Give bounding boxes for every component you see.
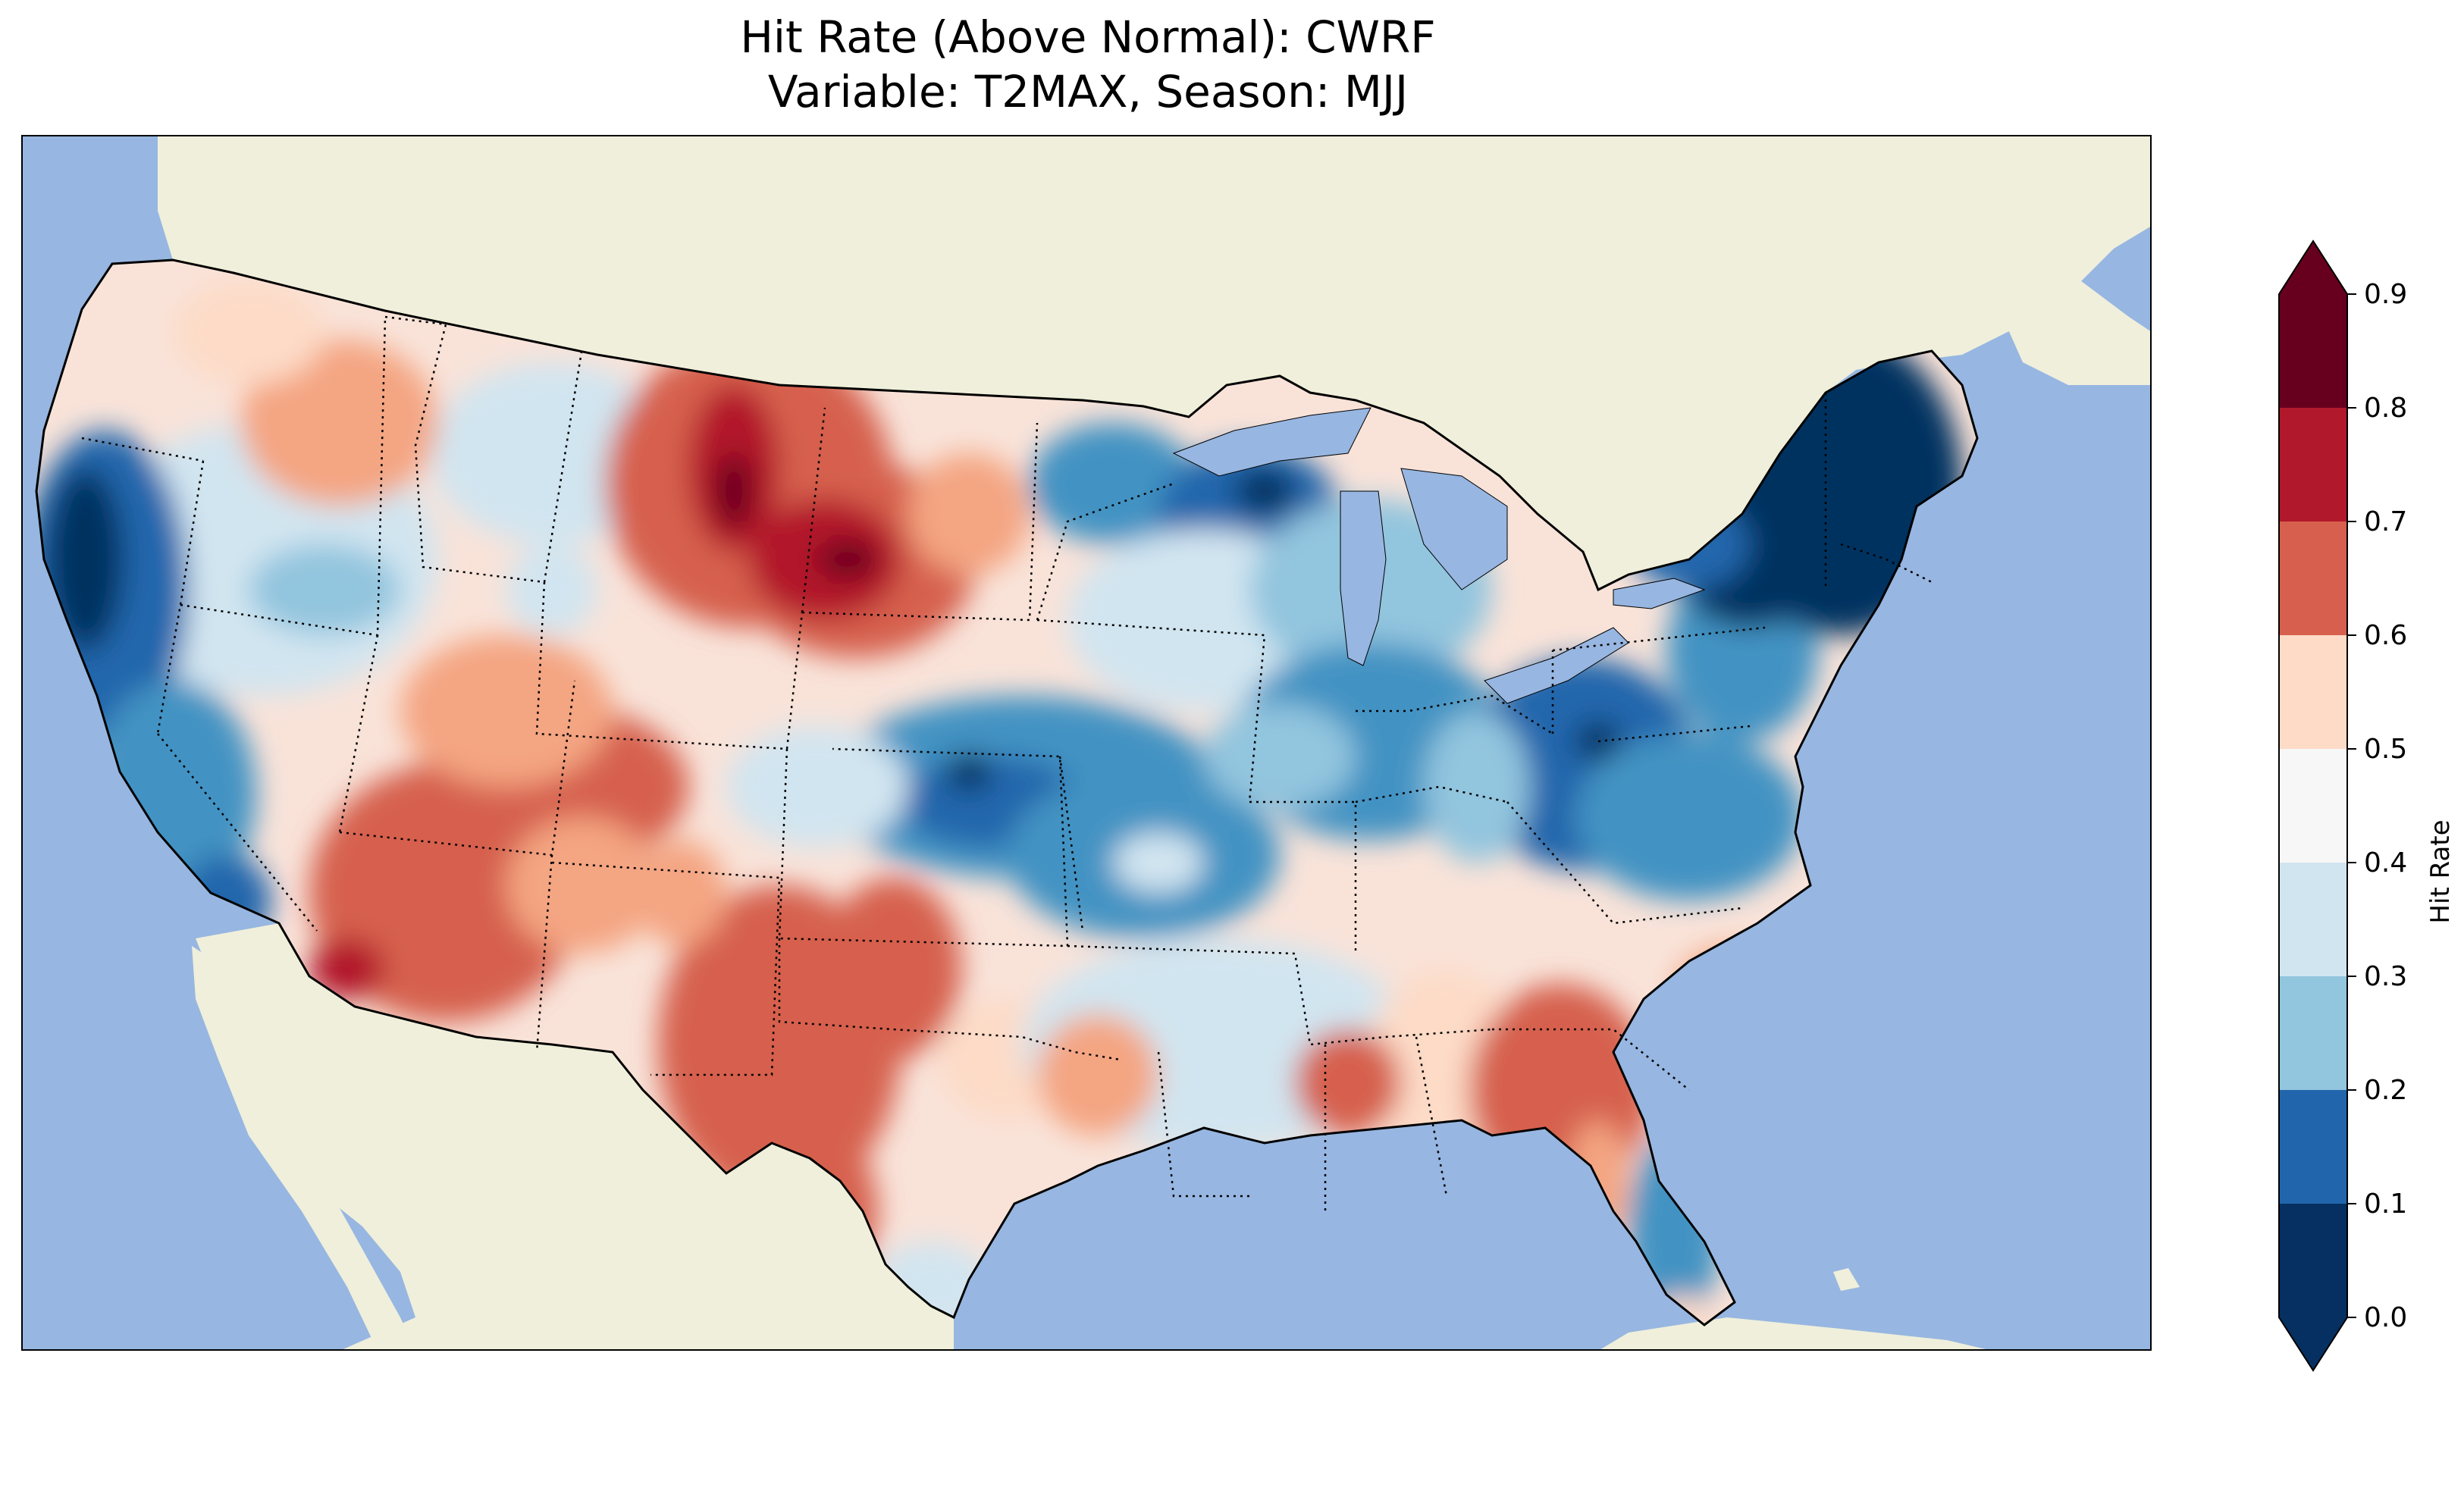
state-borders (81, 315, 1933, 1211)
colorbar-segment (2279, 976, 2347, 1091)
bahamas-land (1833, 1268, 1860, 1291)
map-frame (21, 135, 2152, 1351)
chart-subtitle: Variable: T2MAX, Season: MJJ (767, 66, 1409, 117)
colorbar-segment (2279, 294, 2347, 409)
colorbar-over-extension (2279, 241, 2347, 294)
colorbar-tick-label: 0.8 (2364, 393, 2407, 424)
colorbar-tick-label: 0.7 (2364, 506, 2407, 537)
colorbar-tick-label: 0.9 (2364, 279, 2407, 310)
lake-superior (1172, 407, 1372, 477)
colorbar-tick-label: 0.3 (2364, 961, 2407, 992)
colorbar-label: Hit Rate (2425, 819, 2456, 923)
maritimes-land (1992, 271, 2152, 385)
lake-michigan (1340, 490, 1387, 666)
colorbar-segment (2279, 521, 2347, 636)
colorbar-segment (2279, 1204, 2347, 1318)
colorbar-tick-label: 0.2 (2364, 1075, 2407, 1106)
colorbar-segment (2279, 863, 2347, 977)
colorbar-tick-label: 0.1 (2364, 1189, 2407, 1220)
colorbar-tick-label: 0.5 (2364, 734, 2407, 765)
colorbar-segment (2279, 408, 2347, 522)
colorbar-segment (2279, 635, 2347, 750)
colorbar-segments (2278, 240, 2348, 1372)
baja-land (192, 946, 415, 1351)
colorbar-under-extension (2279, 1317, 2347, 1370)
colorbar: 0.00.10.20.30.40.50.60.70.80.91.0 Hit Ra… (2278, 240, 2456, 1372)
great-lakes (1172, 407, 1706, 704)
lake-ontario (1613, 578, 1706, 609)
cuba-land (1598, 1317, 1992, 1351)
colorbar-ticks: 0.00.10.20.30.40.50.60.70.80.91.0 (2347, 279, 2407, 1333)
colorbar-tick-label: 0.4 (2364, 847, 2407, 879)
colorbar-tick-label: 0.0 (2364, 1302, 2407, 1333)
canada-land (158, 135, 2152, 590)
colorbar-tick-label: 0.6 (2364, 620, 2407, 651)
lake-huron (1400, 468, 1508, 590)
colorbar-segment (2279, 749, 2347, 863)
mexico-land (196, 923, 954, 1351)
colorbar-segment (2279, 1090, 2347, 1204)
chart-title: Hit Rate (Above Normal): CWRF (740, 11, 1436, 63)
map-panel (21, 135, 2152, 1351)
